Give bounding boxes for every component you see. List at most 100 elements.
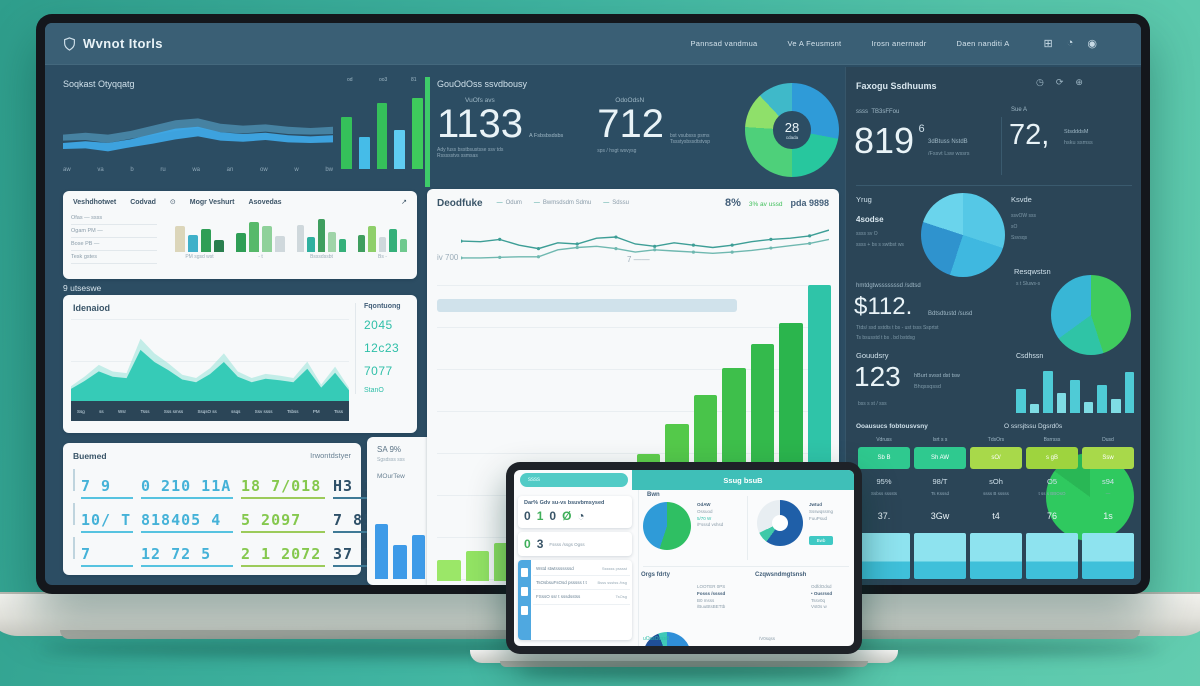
stat-value: $112.	[854, 293, 913, 320]
bar	[262, 225, 272, 252]
axis-tick: Wsr	[118, 408, 127, 414]
bar	[465, 551, 489, 581]
pie-label: Czqwsndmgtsnsh	[755, 572, 807, 578]
tablet-screen: ssss Ssug bsuB Dar% Gdv su-vs bsuvbmsyse…	[514, 470, 854, 646]
bar	[275, 236, 285, 252]
bell-icon[interactable]: ◔	[1066, 37, 1074, 49]
y-axis-label: iv 700	[437, 253, 459, 262]
document-icon[interactable]	[521, 568, 528, 577]
candle-label: od	[347, 77, 353, 83]
chart-annotation: 7 ——	[627, 255, 650, 264]
axis-tick: bw	[325, 167, 333, 173]
pie-link[interactable]: uOssOsssB	[643, 636, 670, 642]
app-logo[interactable]: Wvnot Itorls	[63, 36, 163, 51]
stat-label: Sue A	[1011, 107, 1028, 113]
status-chip[interactable]: Sb B	[858, 447, 910, 469]
table-cell: 1s	[1103, 511, 1113, 521]
share-icon[interactable]: ⊕	[1075, 77, 1083, 87]
metric-value: 0	[524, 537, 531, 551]
bar	[249, 221, 259, 252]
status-chip[interactable]: sO/	[970, 447, 1022, 469]
legend-item[interactable]: Bwmsdsdm Sdmu	[534, 200, 591, 206]
stat-caption: Tssstysbssdtstvsp	[670, 139, 711, 145]
status-chip[interactable]: Ssw	[1082, 447, 1134, 469]
pie-legend: OdfdOdsd • Ousrssd Tssv0q Vst0s w	[811, 584, 833, 610]
nav-item[interactable]: Pannsad vandmua	[690, 39, 758, 48]
user-icon[interactable]: ◉	[1087, 38, 1097, 50]
list-item[interactable]: Ofas — ssss	[71, 212, 157, 225]
bar	[376, 103, 388, 169]
divider	[643, 566, 849, 567]
value-cell	[1026, 533, 1078, 579]
bar	[1029, 404, 1040, 413]
table-cell: t4	[992, 511, 1000, 521]
task-text: TsOsbsuFsOsd psssss t t	[536, 580, 587, 586]
bar	[1070, 380, 1080, 413]
nav-item[interactable]: Daen nanditi A	[956, 39, 1010, 48]
axis-tick: Tsss	[334, 408, 343, 414]
metric-value: 0	[549, 509, 557, 523]
group-caption: - t	[258, 254, 263, 260]
axis-tick: ss	[99, 408, 104, 414]
stat-value: 72,	[1009, 119, 1050, 151]
value-cell	[914, 533, 966, 579]
list-item[interactable]: Ogam PM —	[71, 225, 157, 238]
search-input[interactable]: ssss	[520, 473, 628, 487]
value-cell	[970, 533, 1022, 579]
app-logo-text: Wvnot Itorls	[83, 36, 163, 51]
task-row[interactable]: Wstd stwtsssssssd Ssssss psssst	[533, 562, 630, 577]
bar	[1124, 372, 1135, 413]
stat-tiny: Ts bsusstd t bs . bd bstdsg	[856, 335, 915, 341]
stat-value: 1133	[437, 102, 524, 146]
comparison-card: Veshdhotwet Codvad ⊙ Mogr Veshurt Asoved…	[63, 191, 417, 279]
stat-unit: A Fsbsbsdsbs	[529, 133, 564, 139]
bar	[412, 97, 423, 169]
comparison-header: Mogr Veshurt	[189, 198, 235, 206]
earnings-row[interactable]: 7 12 72 5 2 1 2072 37 79	[73, 533, 385, 567]
list-item[interactable]: Tesk gstes	[71, 251, 157, 264]
side-link[interactable]: StanO	[364, 387, 384, 394]
overview-stats: GouOdOss ssvdbousy VuOfs avs 1133 A Fsbs…	[437, 79, 737, 185]
task-row[interactable]: FSssO ssr t sssdsstss TsOsg	[533, 590, 630, 605]
stat-caption: Bdtsdtustd /susd	[928, 311, 973, 317]
main-title: Deodfuke	[437, 197, 483, 209]
trend-icon[interactable]: ↗	[401, 199, 407, 206]
social-panel-title: Soqkast Otyqqatg	[63, 79, 135, 89]
pie-legend: OdAW Ossuod 5/70 W /Fsssd vshsd	[697, 502, 724, 528]
status-chip[interactable]: Sh AW	[914, 447, 966, 469]
earnings-row[interactable]: 10/ T 818405 4 5 2097 7 851	[73, 499, 385, 533]
bar	[175, 225, 185, 252]
pie-label: Ksvde	[1011, 195, 1032, 204]
document-icon[interactable]	[521, 606, 528, 615]
earnings-card: Buemed Irwontdstyer 7 9 0 210 11A 18 7/0…	[63, 443, 385, 575]
nav-item[interactable]: Irosn anermadr	[871, 39, 927, 48]
list-item[interactable]: Bose PB —	[71, 238, 157, 251]
bars-label: Csdhssn	[1016, 353, 1044, 360]
candle-bars-chart	[341, 85, 423, 169]
task-row[interactable]: TsOsbsuFsOsd psssss t t Bsss ssstss /bsg	[533, 576, 630, 591]
legend-item[interactable]: Odum	[497, 200, 522, 206]
history-icon[interactable]: ◷	[1036, 77, 1044, 87]
refresh-icon[interactable]: ⟳	[1055, 77, 1064, 87]
axis-tick: w	[294, 167, 299, 173]
kpi-amount: pda 9898	[790, 198, 829, 208]
target-icon[interactable]: ⊙	[169, 199, 176, 206]
table-cell: 95%	[876, 477, 892, 486]
document-icon[interactable]	[521, 587, 528, 596]
earnings-row[interactable]: 7 9 0 210 11A 18 7/018 H3 15	[73, 465, 385, 499]
axis-tick: an	[226, 167, 234, 173]
side-value: 7077	[364, 364, 393, 378]
status-chip[interactable]: s gB	[1026, 447, 1078, 469]
legend-item[interactable]: Sdssu	[603, 200, 629, 206]
bar	[368, 225, 376, 252]
stat-tiny: bss s st / sss	[858, 401, 887, 407]
divider	[1001, 117, 1002, 175]
comparison-list: Ofas — ssss Ogam PM — Bose PB — Tesk gstes	[63, 208, 165, 268]
nav-item[interactable]: Ve A Feusmsnt	[787, 39, 842, 48]
grid-icon[interactable]: ⊞	[1043, 38, 1053, 50]
table-cell: 37.	[877, 511, 891, 521]
comparison-card-header: Veshdhotwet Codvad ⊙ Mogr Veshurt Asoved…	[63, 191, 417, 208]
kpi-percent: 8%	[724, 197, 741, 209]
table-cell: Ssbss ssssts	[870, 491, 897, 496]
mini-stat: SA 9%	[377, 445, 402, 454]
